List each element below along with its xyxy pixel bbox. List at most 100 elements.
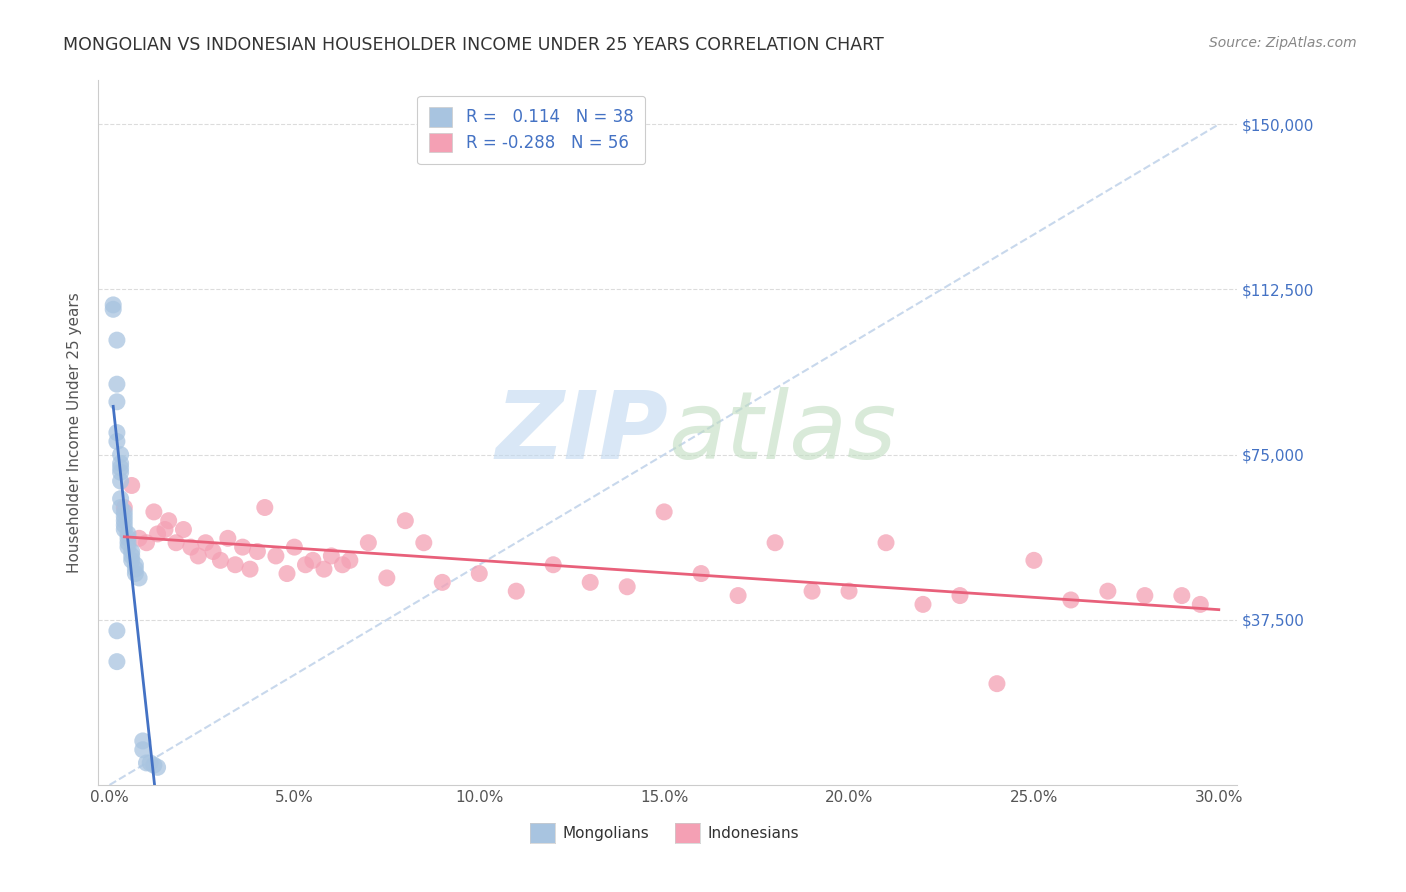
Point (194, 535, 217, 549)
Point (117, 527, 139, 541)
Point (105, 624, 128, 638)
Text: Source: ZipAtlas.com: Source: ZipAtlas.com (1209, 36, 1357, 50)
Point (541, 558, 564, 572)
Point (616, 580, 638, 594)
Point (110, 491, 132, 506)
Point (117, 535, 139, 549)
Point (302, 553, 325, 567)
Point (394, 514, 416, 528)
Point (246, 544, 269, 558)
Point (321, 549, 343, 563)
Point (180, 540, 202, 554)
Text: atlas: atlas (668, 387, 896, 478)
Point (146, 527, 169, 541)
Text: ZIP: ZIP (495, 386, 668, 479)
Point (838, 584, 860, 599)
Point (264, 549, 287, 563)
Point (224, 558, 246, 572)
Point (121, 544, 143, 558)
Point (727, 589, 749, 603)
Point (121, 478, 143, 492)
Point (110, 457, 132, 471)
Point (128, 532, 150, 546)
Point (110, 461, 132, 475)
Point (579, 575, 602, 590)
Point (124, 558, 146, 572)
Point (505, 584, 527, 599)
Point (112, 523, 135, 537)
Point (332, 558, 354, 572)
Point (110, 448, 132, 462)
Point (339, 553, 361, 567)
Point (110, 500, 132, 515)
Point (112, 505, 135, 519)
Point (911, 598, 934, 612)
Point (112, 514, 135, 528)
Point (142, 758, 165, 772)
Point (1060, 593, 1083, 607)
Point (105, 425, 128, 440)
Text: Mongolians: Mongolians (562, 826, 650, 840)
Point (124, 562, 146, 576)
Y-axis label: Householder Income Under 25 years: Householder Income Under 25 years (67, 293, 83, 573)
Point (172, 523, 194, 537)
Point (142, 505, 165, 519)
Point (763, 535, 786, 549)
Point (232, 540, 254, 554)
Point (652, 505, 675, 519)
Point (103, 298, 125, 312)
Point (105, 655, 128, 669)
Point (165, 535, 187, 549)
Point (949, 589, 972, 603)
Point (117, 532, 139, 546)
Point (132, 742, 155, 756)
Point (110, 474, 132, 488)
Point (117, 540, 139, 554)
Point (128, 571, 150, 585)
Point (132, 734, 155, 748)
Point (312, 562, 335, 576)
Text: MONGOLIAN VS INDONESIAN HOUSEHOLDER INCOME UNDER 25 YEARS CORRELATION CHART: MONGOLIAN VS INDONESIAN HOUSEHOLDER INCO… (63, 36, 884, 54)
Point (468, 566, 491, 581)
Point (375, 571, 398, 585)
Point (875, 535, 897, 549)
Point (276, 566, 298, 581)
Point (157, 514, 180, 528)
Point (209, 553, 232, 567)
Point (110, 465, 132, 479)
Point (239, 562, 262, 576)
Legend: R =   0.114   N = 38, R = -0.288   N = 56: R = 0.114 N = 38, R = -0.288 N = 56 (418, 95, 645, 164)
Point (103, 302, 125, 317)
Text: Indonesians: Indonesians (707, 826, 799, 840)
Point (253, 500, 276, 515)
Point (217, 532, 239, 546)
Point (153, 523, 176, 537)
Point (112, 509, 135, 524)
Point (690, 566, 713, 581)
Point (1097, 584, 1119, 599)
Point (202, 544, 225, 558)
Point (135, 535, 157, 549)
Point (146, 760, 169, 774)
Point (121, 549, 143, 563)
Point (283, 540, 305, 554)
Point (986, 676, 1008, 690)
Point (1171, 589, 1194, 603)
Point (139, 756, 162, 770)
Point (1133, 589, 1156, 603)
Point (121, 553, 143, 567)
Point (105, 333, 128, 347)
Point (1189, 598, 1212, 612)
Point (357, 535, 380, 549)
Point (105, 394, 128, 409)
Point (105, 434, 128, 449)
Point (1022, 553, 1045, 567)
Point (801, 584, 824, 599)
Point (112, 518, 135, 533)
Point (135, 756, 157, 770)
Point (412, 535, 434, 549)
Point (432, 575, 454, 590)
Point (112, 500, 135, 515)
Point (124, 566, 146, 581)
Point (294, 558, 316, 572)
